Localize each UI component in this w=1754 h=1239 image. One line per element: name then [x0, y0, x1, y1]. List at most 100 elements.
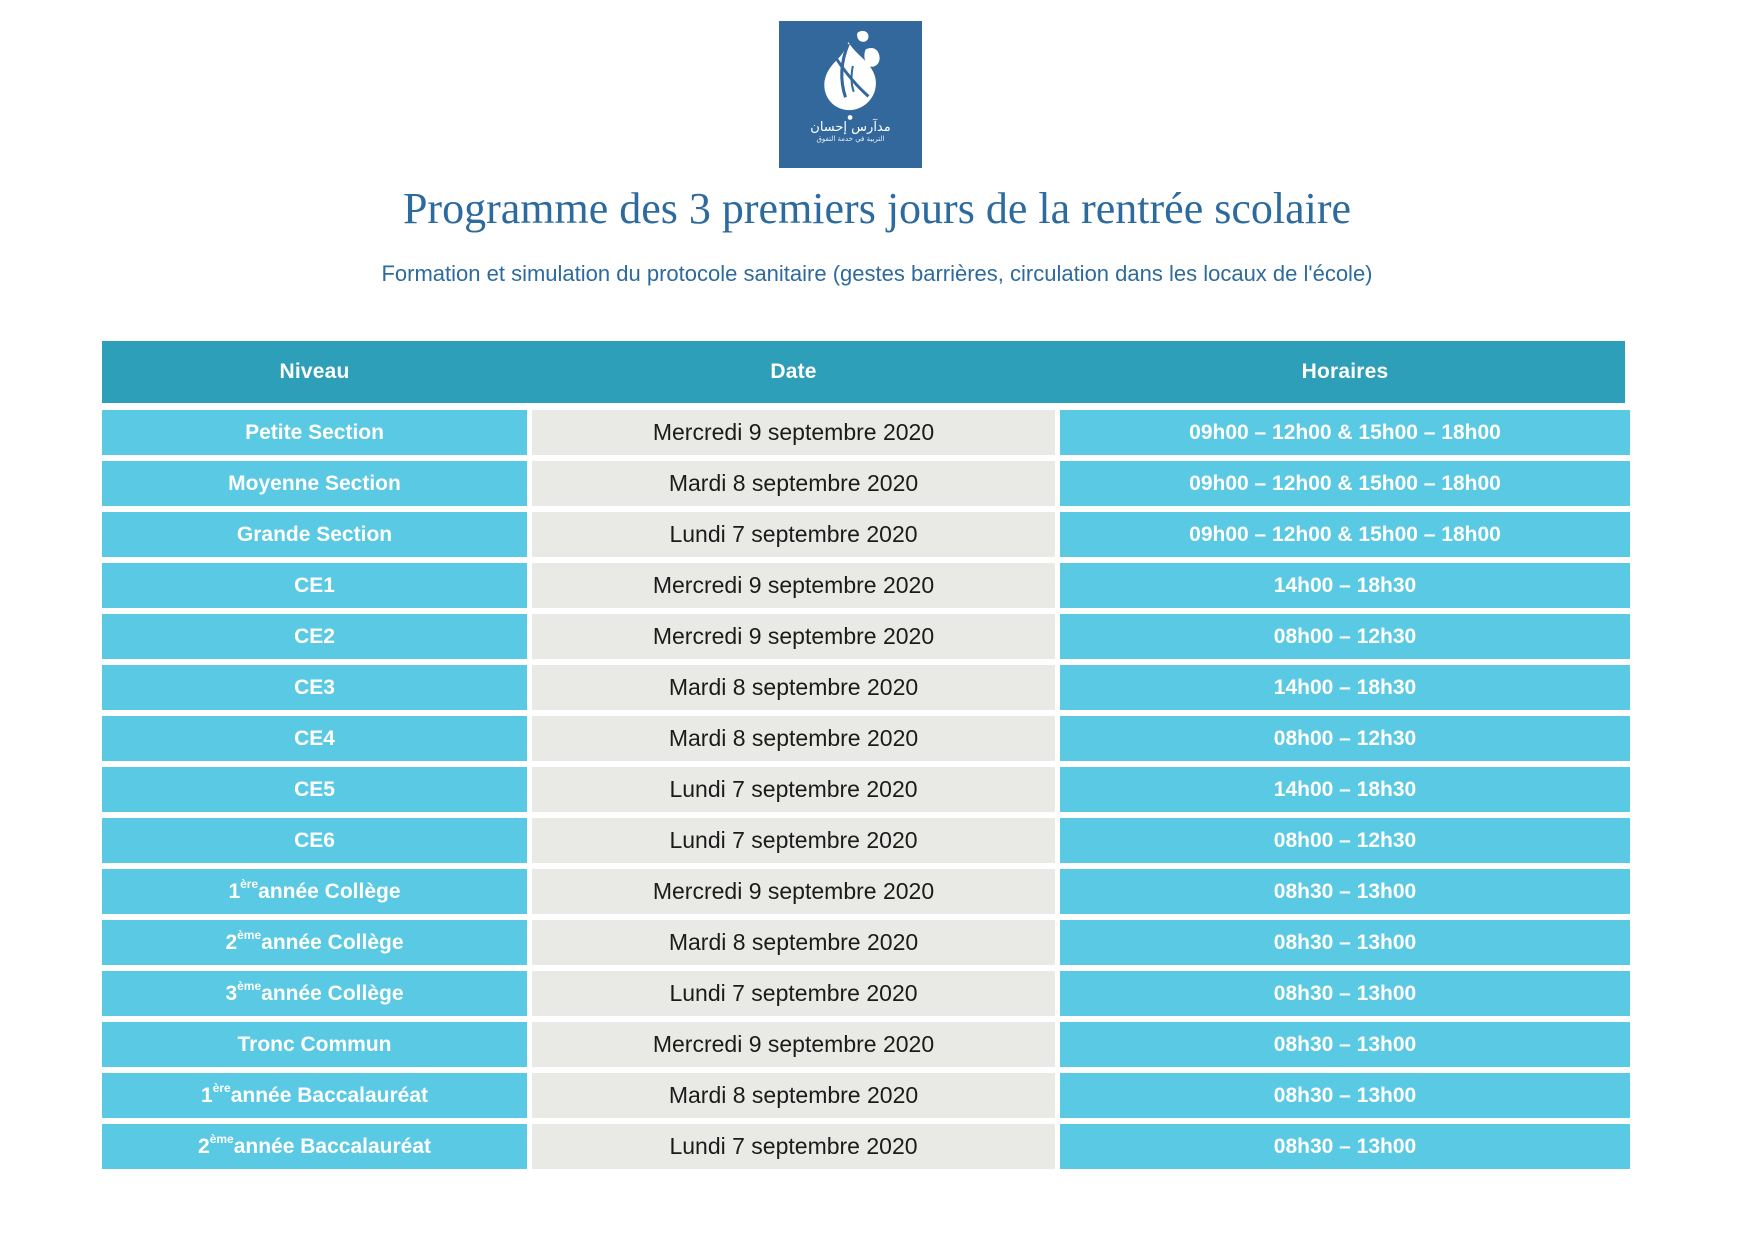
niveau-label-pre: 3 [225, 981, 238, 1005]
date-cell: Mercredi 9 septembre 2020 [532, 869, 1055, 914]
horaires-label: 14h00 – 18h30 [1273, 675, 1417, 699]
niveau-label-post: année Collège [261, 930, 404, 954]
date-cell: Lundi 7 septembre 2020 [532, 971, 1055, 1016]
niveau-cell: 2 ème année Baccalauréat [102, 1124, 527, 1169]
horaires-label: 08h30 – 13h00 [1273, 1032, 1417, 1056]
horaires-cell: 08h30 – 13h00 [1060, 920, 1630, 965]
date-label: Lundi 7 septembre 2020 [669, 521, 918, 547]
date-cell: Mardi 8 septembre 2020 [532, 716, 1055, 761]
horaires-cell: 08h30 – 13h00 [1060, 869, 1630, 914]
logo-arabic-name: مدآرس إحسان [810, 120, 891, 135]
date-label: Lundi 7 septembre 2020 [669, 1133, 918, 1159]
horaires-cell: 09h00 – 12h00 & 15h00 – 18h00 [1060, 410, 1630, 455]
date-label: Lundi 7 septembre 2020 [669, 980, 918, 1006]
horaires-label: 08h00 – 12h30 [1273, 726, 1417, 750]
horaires-label: 08h00 – 12h30 [1273, 828, 1417, 852]
horaires-cell: 09h00 – 12h00 & 15h00 – 18h00 [1060, 512, 1630, 557]
niveau-label-pre: 2 [225, 930, 238, 954]
date-label: Mardi 8 septembre 2020 [668, 674, 919, 700]
date-cell: Mercredi 9 septembre 2020 [532, 1022, 1055, 1067]
horaires-cell: 08h30 – 13h00 [1060, 971, 1630, 1016]
niveau-label-pre: CE3 [294, 675, 335, 699]
horaires-label: 08h30 – 13h00 [1273, 981, 1417, 1005]
niveau-cell: CE1 [102, 563, 527, 608]
table-header-row: Niveau Date Horaires [102, 341, 1625, 403]
horaires-label: 08h30 – 13h00 [1273, 1134, 1417, 1158]
date-label: Mardi 8 septembre 2020 [668, 1082, 919, 1108]
niveau-cell: CE4 [102, 716, 527, 761]
date-cell: Lundi 7 septembre 2020 [532, 512, 1055, 557]
date-cell: Mardi 8 septembre 2020 [532, 665, 1055, 710]
column-header-date: Date [770, 360, 817, 383]
date-label: Mardi 8 septembre 2020 [668, 470, 919, 496]
school-logo: مدآرس إحسان التربية في خدمة التفوق [779, 21, 922, 168]
niveau-cell: 1 ère année Collège [102, 869, 527, 914]
niveau-cell: Tronc Commun [102, 1022, 527, 1067]
date-label: Mercredi 9 septembre 2020 [652, 878, 935, 904]
niveau-cell: Petite Section [102, 410, 527, 455]
niveau-label-pre: 1 [228, 879, 241, 903]
niveau-label-pre: 1 [201, 1083, 213, 1107]
horaires-label: 09h00 – 12h00 & 15h00 – 18h00 [1189, 522, 1501, 546]
page-title: Programme des 3 premiers jours de la ren… [402, 184, 1352, 233]
page-subtitle: Formation et simulation du protocole san… [381, 261, 1373, 286]
date-cell: Mercredi 9 septembre 2020 [532, 563, 1055, 608]
date-label: Lundi 7 septembre 2020 [669, 776, 918, 802]
niveau-cell: 2 ème année Collège [102, 920, 527, 965]
date-label: Mercredi 9 septembre 2020 [652, 1031, 935, 1057]
niveau-label-post: année Collège [258, 879, 401, 903]
niveau-label-post: année Collège [261, 981, 404, 1005]
horaires-label: 08h30 – 13h00 [1273, 930, 1417, 954]
niveau-label-pre: Petite Section [245, 420, 384, 444]
date-cell: Mercredi 9 septembre 2020 [532, 614, 1055, 659]
niveau-label-post: année Baccalauréat [233, 1134, 431, 1158]
horaires-cell: 08h00 – 12h30 [1060, 818, 1630, 863]
horaires-cell: 14h00 – 18h30 [1060, 665, 1630, 710]
niveau-label-pre: CE2 [294, 624, 335, 648]
table-body: Petite Section Mercredi 9 septembre 2020… [102, 410, 1630, 1169]
niveau-cell: CE2 [102, 614, 527, 659]
column-header-horaires: Horaires [1301, 360, 1389, 383]
horaires-cell: 14h00 – 18h30 [1060, 767, 1630, 812]
horaires-label: 09h00 – 12h00 & 15h00 – 18h00 [1189, 420, 1501, 444]
niveau-label-pre: CE4 [294, 726, 335, 750]
niveau-cell: CE3 [102, 665, 527, 710]
horaires-cell: 08h30 – 13h00 [1060, 1073, 1630, 1118]
date-label: Mercredi 9 septembre 2020 [652, 419, 935, 445]
niveau-label-pre: CE6 [294, 828, 335, 852]
niveau-label-pre: CE1 [294, 573, 335, 597]
date-cell: Mercredi 9 septembre 2020 [532, 410, 1055, 455]
date-label: Mercredi 9 septembre 2020 [652, 572, 935, 598]
niveau-label-pre: Tronc Commun [237, 1032, 392, 1056]
horaires-label: 08h30 – 13h00 [1273, 879, 1417, 903]
niveau-label-pre: Grande Section [236, 522, 393, 546]
date-cell: Lundi 7 septembre 2020 [532, 767, 1055, 812]
date-label: Mardi 8 septembre 2020 [668, 725, 919, 751]
niveau-label-pre: 2 [198, 1134, 210, 1158]
niveau-label-pre: CE5 [294, 777, 335, 801]
niveau-cell: 1 ère année Baccalauréat [102, 1073, 527, 1118]
horaires-cell: 08h30 – 13h00 [1060, 1022, 1630, 1067]
date-label: Mardi 8 septembre 2020 [668, 929, 919, 955]
niveau-cell: CE6 [102, 818, 527, 863]
horaires-cell: 08h00 – 12h30 [1060, 614, 1630, 659]
schedule-table: Niveau Date Horaires Petite Section Merc… [102, 341, 1630, 1169]
column-header-niveau: Niveau [279, 360, 350, 383]
date-cell: Mardi 8 septembre 2020 [532, 1073, 1055, 1118]
niveau-cell: Moyenne Section [102, 461, 527, 506]
date-cell: Mardi 8 septembre 2020 [532, 920, 1055, 965]
horaires-cell: 08h00 – 12h30 [1060, 716, 1630, 761]
niveau-cell: CE5 [102, 767, 527, 812]
horaires-label: 09h00 – 12h00 & 15h00 – 18h00 [1189, 471, 1501, 495]
date-cell: Lundi 7 septembre 2020 [532, 1124, 1055, 1169]
niveau-label-pre: Moyenne Section [228, 471, 401, 495]
horaires-label: 08h00 – 12h30 [1273, 624, 1417, 648]
calligraphy-drop-icon [805, 21, 897, 125]
date-cell: Mardi 8 septembre 2020 [532, 461, 1055, 506]
niveau-label-post: année Baccalauréat [230, 1083, 428, 1107]
horaires-cell: 09h00 – 12h00 & 15h00 – 18h00 [1060, 461, 1630, 506]
date-label: Mercredi 9 septembre 2020 [652, 623, 935, 649]
horaires-label: 14h00 – 18h30 [1273, 573, 1417, 597]
horaires-label: 14h00 – 18h30 [1273, 777, 1417, 801]
